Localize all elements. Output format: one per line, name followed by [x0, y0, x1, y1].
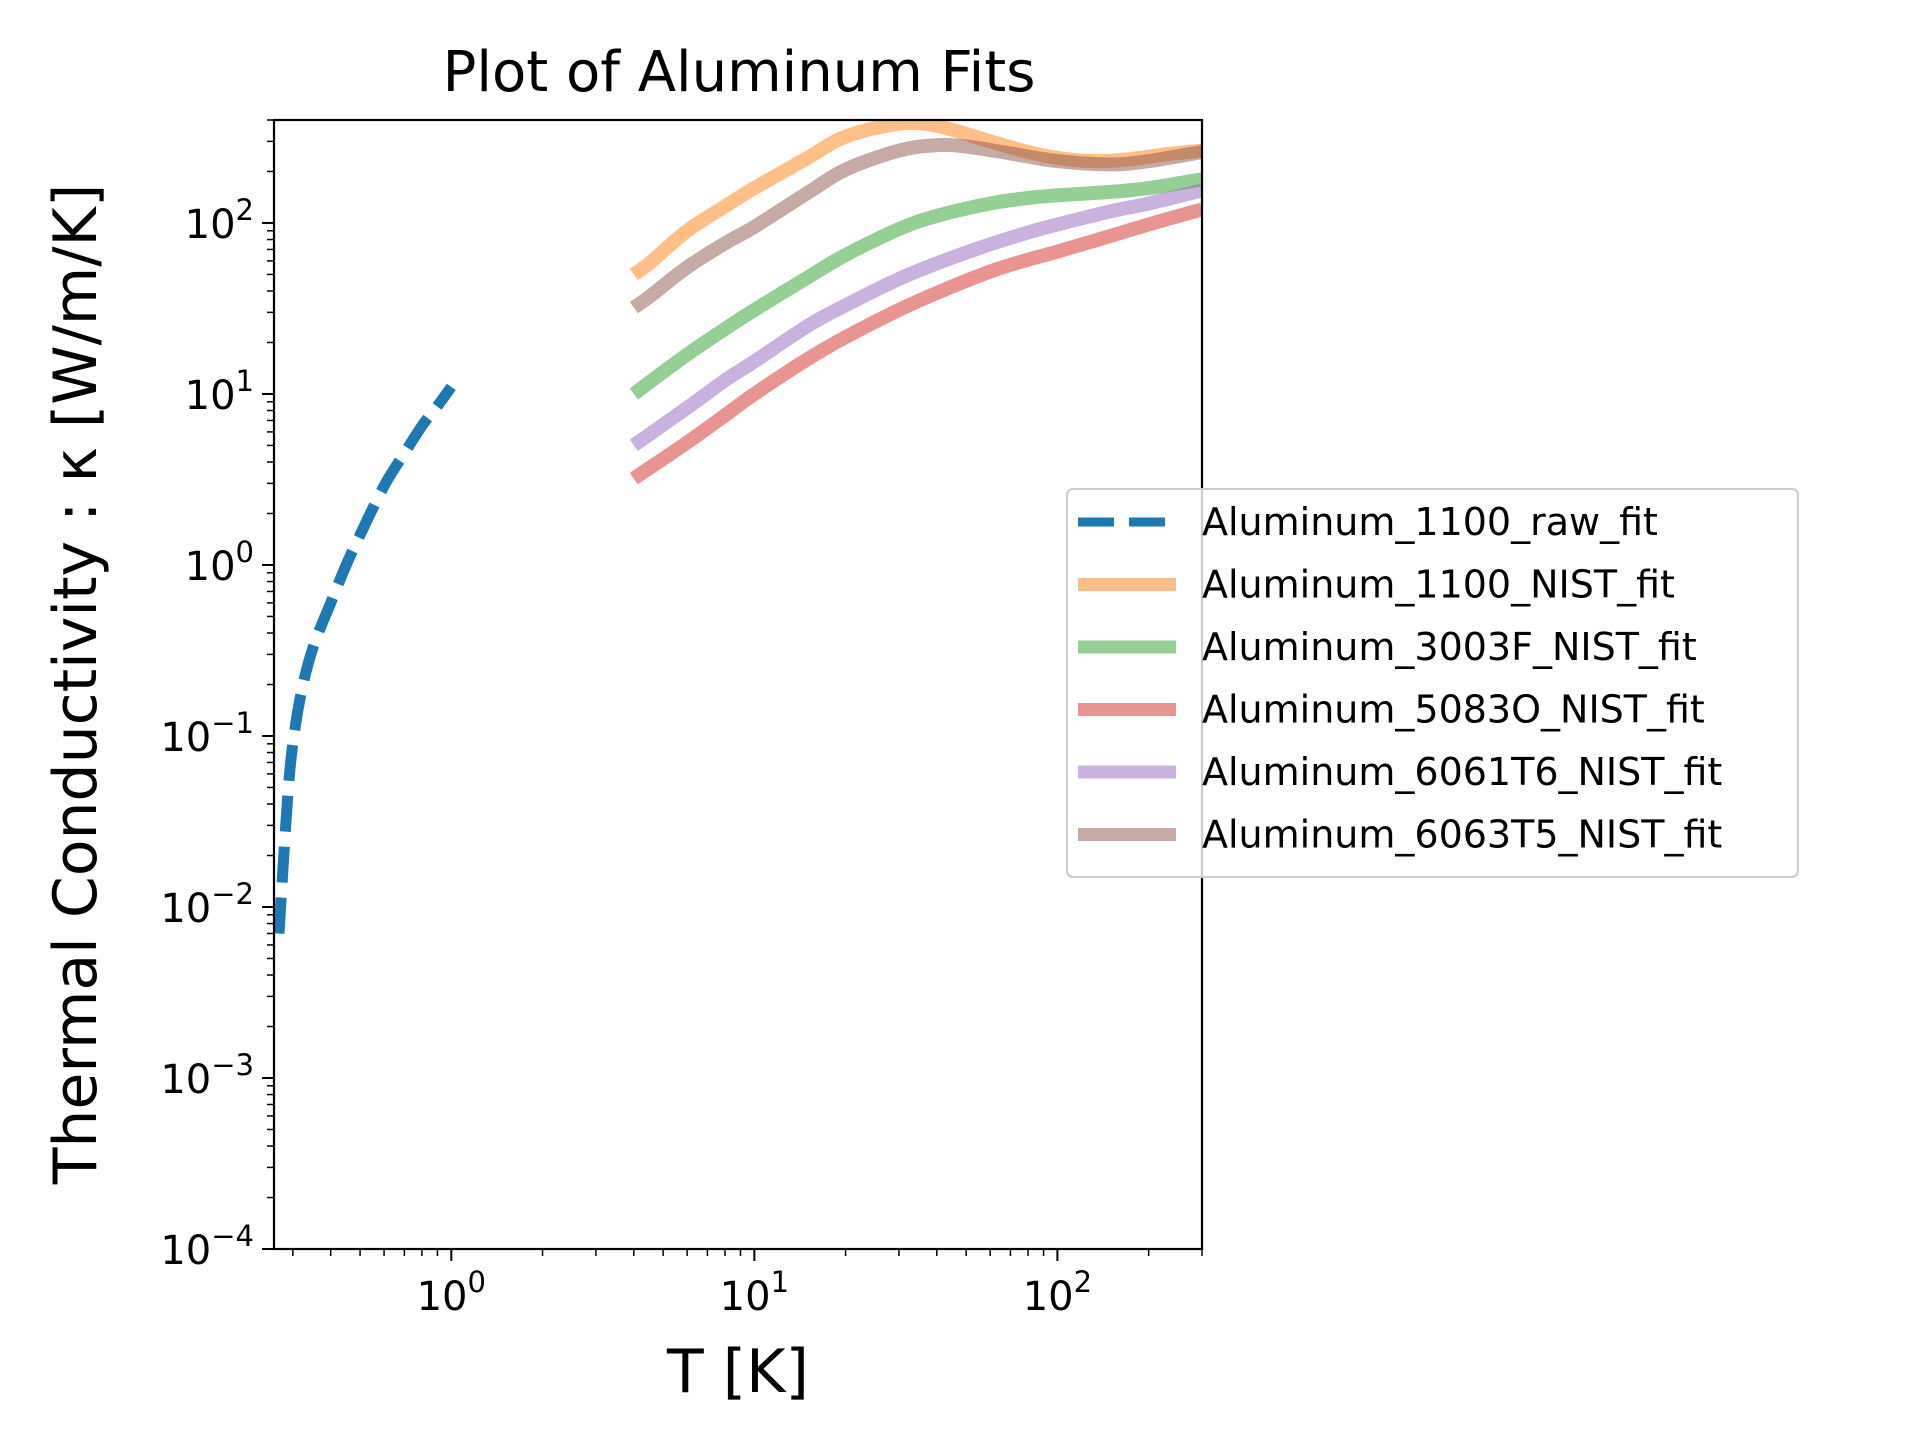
x-axis-label: T [K] — [666, 1337, 809, 1407]
y-axis-label: Thermal Conductivity : κ [W/m/K] — [41, 184, 111, 1185]
legend-label: Aluminum_6063T5_NIST_fit — [1202, 813, 1722, 857]
series-line-aluminum-6061t6-nist-fit — [629, 183, 1202, 452]
legend-label: Aluminum_3003F_NIST_fit — [1202, 625, 1697, 669]
y-tick-label: 100 — [185, 535, 254, 590]
y-tick-label: 10−3 — [160, 1048, 254, 1103]
chart-title: Plot of Aluminum Fits — [443, 40, 1036, 105]
plot-area — [274, 120, 1202, 934]
legend-label: Aluminum_6061T6_NIST_fit — [1202, 750, 1722, 794]
series-line-aluminum-6063t5-nist-fit — [629, 137, 1202, 314]
y-tick-label: 101 — [185, 364, 254, 419]
series-line-aluminum-1100-raw-fit — [274, 383, 456, 934]
x-axis-ticks: 100 101 102 — [292, 1249, 1203, 1320]
y-tick-label: 102 — [185, 193, 254, 248]
y-tick-label: 10−1 — [160, 706, 254, 761]
legend-box — [1066, 488, 1799, 878]
x-tick-label: 102 — [1023, 1265, 1092, 1320]
x-tick-label: 101 — [720, 1265, 789, 1320]
legend-label: Aluminum_1100_raw_fit — [1202, 500, 1658, 544]
legend: Aluminum_1100_raw_fit Aluminum_1100_NIST_… — [1066, 488, 1799, 878]
y-axis-ticks: 10−4 10−3 10−2 10−1 100 101 102 — [160, 119, 274, 1274]
legend-label: Aluminum_1100_NIST_fit — [1202, 563, 1675, 607]
series-line-aluminum-5083o-nist-fit — [629, 202, 1202, 485]
y-tick-label: 10−2 — [160, 877, 254, 932]
legend-label: Aluminum_5083O_NIST_fit — [1202, 688, 1705, 732]
x-tick-label: 100 — [417, 1265, 486, 1320]
y-tick-label: 10−4 — [160, 1219, 254, 1274]
series-line-aluminum-3003f-nist-fit — [629, 172, 1202, 400]
